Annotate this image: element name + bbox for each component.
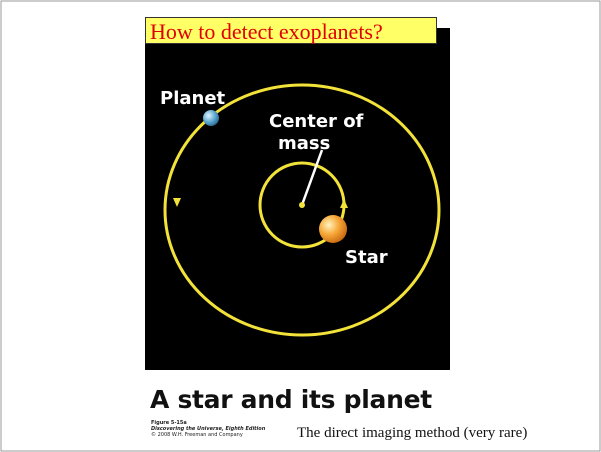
star: [319, 215, 347, 243]
center-label: mass: [278, 133, 330, 154]
pointer-line: [300, 149, 324, 206]
figure-heading: A star and its planet: [150, 385, 432, 414]
caption-line: © 2008 W.H. Freeman and Company: [151, 432, 243, 438]
figure-background: [145, 28, 450, 370]
caption-line: Discovering the Universe, Eighth Edition: [151, 426, 266, 432]
caption-line: Figure 5-15a: [151, 420, 187, 426]
orbit-arrow: [173, 198, 181, 207]
body-text: The direct imaging method (very rare): [297, 425, 528, 441]
center-label: Center of: [269, 111, 364, 132]
planet: [203, 110, 219, 126]
planet-orbit: [163, 83, 441, 337]
orbit-arrow: [340, 199, 348, 208]
slide-title: How to detect exoplanets?: [145, 17, 437, 44]
planet-label: Planet: [160, 88, 226, 109]
figure-caption: Figure 5-15a Discovering the Universe, E…: [151, 420, 265, 438]
star-label: Star: [345, 247, 388, 268]
center-of-mass: [299, 202, 305, 208]
